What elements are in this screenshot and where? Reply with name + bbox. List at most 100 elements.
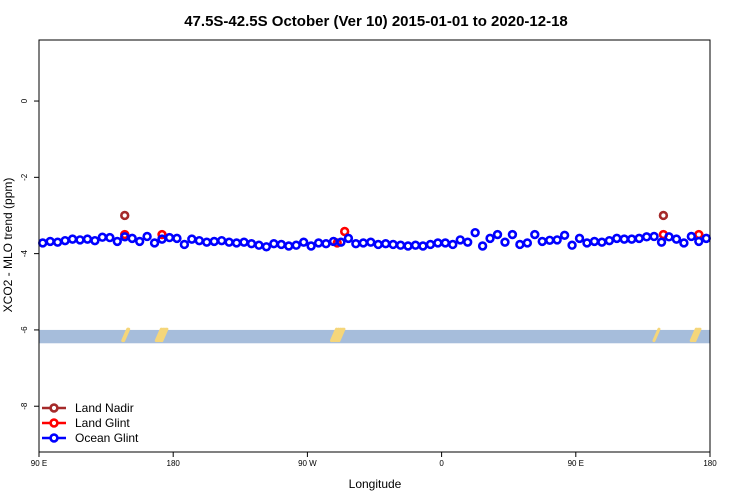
ocean-glint-point (246, 239, 257, 249)
land-marker (154, 327, 163, 343)
ocean-glint-point (67, 234, 78, 244)
ocean-glint-point (38, 238, 48, 248)
plot-area (38, 210, 711, 344)
ocean-glint-point (477, 241, 488, 251)
ocean-glint-point (52, 237, 63, 247)
land-marker (689, 327, 698, 343)
land-marker (158, 327, 167, 343)
ocean-glint-point (127, 233, 137, 244)
ocean-glint-point (351, 239, 361, 249)
legend-marker-ocean-glint (49, 433, 59, 443)
y-axis-label: XCO2 - MLO trend (ppm) (1, 178, 15, 313)
ocean-glint-point (410, 240, 421, 250)
ocean-glint-point (366, 237, 376, 247)
x-tick-label: 90 W (298, 459, 317, 468)
ocean-glint-point (641, 232, 652, 242)
ocean-glint-point (380, 239, 391, 249)
y-tick-label: -8 (20, 402, 29, 410)
land-marker (691, 327, 700, 343)
ocean-glint-point (418, 241, 428, 251)
ocean-glint-point (522, 238, 533, 248)
ocean-glint-point (612, 233, 622, 244)
land-marker (335, 327, 344, 343)
ocean-glint-point (172, 233, 182, 244)
ocean-glint-point (649, 231, 659, 242)
legend-label-ocean-glint: Ocean Glint (75, 431, 139, 445)
ocean-glint-point (298, 237, 309, 247)
axes: 90 E 180 90 W 0 90 E 180 0 -2 -4 -6 -8 (20, 98, 717, 468)
ocean-glint-point (336, 237, 346, 247)
ocean-glint-point (388, 239, 398, 250)
ocean-glint-point (261, 242, 272, 252)
background-band (39, 329, 710, 344)
ocean-glint-point (373, 239, 383, 250)
ocean-glint-point (671, 234, 682, 244)
x-tick-label: 90 E (568, 459, 584, 468)
ocean-glint-point (627, 234, 637, 244)
ocean-glint-point (492, 229, 503, 240)
ocean-glint-point (515, 239, 525, 250)
land-marker (329, 327, 338, 343)
ocean-glint-point (656, 237, 667, 247)
ocean-glint-point (209, 236, 219, 247)
chart-title: 47.5S-42.5S October (Ver 10) 2015-01-01 … (184, 13, 568, 30)
ocean-glint-point (254, 240, 264, 250)
land-nadir-point (120, 210, 130, 221)
ocean-glint-point (216, 235, 227, 246)
ocean-glint-point (448, 239, 458, 250)
land-marker (652, 327, 661, 343)
x-tick-label: 90 E (31, 459, 47, 468)
ocean-glint-point (507, 229, 518, 240)
legend-label-land-nadir: Land Nadir (75, 401, 134, 415)
ocean-glint-point (97, 232, 108, 242)
ocean-glint-point (694, 236, 704, 247)
ocean-glint-point (440, 238, 451, 248)
ocean-glint-point (202, 237, 212, 247)
ocean-glint-point (403, 241, 413, 251)
ocean-glint-point (604, 235, 615, 246)
ocean-glint-point (142, 231, 152, 242)
ocean-glint-point (90, 235, 100, 246)
ocean-glint-point (358, 238, 369, 248)
land-marker (160, 327, 169, 343)
x-tick-label: 180 (703, 459, 717, 468)
ocean-glint-point (164, 232, 175, 243)
ocean-glint-point (105, 232, 115, 243)
y-tick-label: 0 (20, 98, 29, 103)
ocean-glint-point (321, 239, 331, 249)
x-tick-label: 180 (167, 459, 181, 468)
plot-frame (38, 39, 711, 453)
land-marker (331, 327, 340, 343)
land-glint-point (157, 229, 167, 240)
ocean-glint-point (291, 240, 301, 250)
ocean-glint-point (269, 239, 279, 249)
ocean-glint-point (530, 229, 540, 240)
ocean-glint-point (567, 240, 577, 250)
land-glint-point (339, 226, 350, 237)
ocean-glint-point (187, 234, 197, 244)
ocean-glint-point (224, 237, 234, 247)
ocean-glint-point (433, 238, 443, 248)
ocean-glint-point (500, 237, 510, 247)
ocean-glint-point (45, 236, 55, 247)
land-marker (693, 327, 702, 343)
y-tick-label: -6 (20, 326, 29, 334)
ocean-glint-point (284, 241, 294, 251)
y-tick-label: -4 (20, 250, 29, 258)
ocean-glint-point (455, 235, 465, 245)
ocean-glint-point (485, 233, 495, 244)
legend-label-land-glint: Land Glint (75, 416, 130, 430)
ocean-glint-point (82, 234, 93, 244)
ocean-glint-point (194, 235, 204, 246)
ocean-glint-point (582, 238, 592, 248)
ocean-glint-point (664, 232, 674, 242)
land-marker (156, 327, 165, 343)
y-tick-label: -2 (20, 173, 29, 181)
ocean-glint-point (701, 233, 711, 244)
ocean-glint-point (75, 235, 85, 245)
ocean-glint-point (60, 235, 70, 246)
ocean-glint-point (686, 231, 697, 242)
land-nadir-point (658, 210, 669, 221)
